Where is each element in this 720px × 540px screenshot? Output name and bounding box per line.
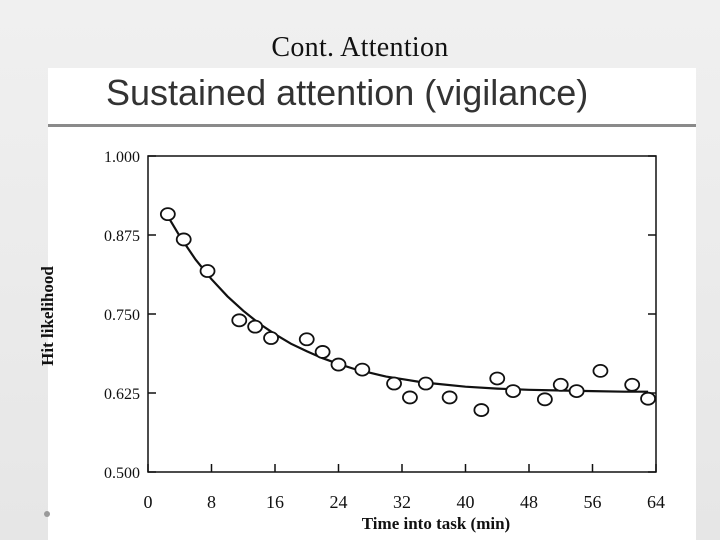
data-point bbox=[417, 376, 434, 391]
data-point bbox=[298, 332, 315, 347]
data-point bbox=[330, 357, 347, 372]
figure-panel: Sustained attention (vigilance) bbox=[48, 68, 696, 540]
data-points bbox=[159, 207, 656, 417]
x-tick-label: 24 bbox=[330, 492, 348, 512]
data-point bbox=[489, 371, 506, 386]
data-point bbox=[640, 391, 656, 406]
y-tick-label: 0.625 bbox=[104, 386, 140, 403]
slide-title: Cont. Attention bbox=[271, 32, 449, 63]
y-axis: 1.000 0.875 0.750 0.625 0.500 bbox=[104, 149, 656, 482]
x-axis-title: Time into task (min) bbox=[361, 514, 511, 533]
y-tick-label: 0.500 bbox=[104, 465, 140, 482]
x-tick-label: 16 bbox=[266, 492, 284, 512]
data-point bbox=[536, 392, 553, 407]
x-tick-label: 8 bbox=[207, 492, 216, 512]
x-tick-label: 32 bbox=[393, 492, 411, 512]
slide-bullet-dot bbox=[44, 511, 50, 517]
data-point bbox=[568, 384, 585, 399]
data-point bbox=[175, 232, 192, 247]
x-tick-label: 40 bbox=[457, 492, 475, 512]
x-tick-label: 64 bbox=[647, 492, 665, 512]
y-tick-label: 0.875 bbox=[104, 228, 140, 245]
y-tick-label: 1.000 bbox=[104, 149, 140, 166]
plot-frame bbox=[147, 155, 657, 473]
x-tick-label: 56 bbox=[584, 492, 602, 512]
x-tick-label: 0 bbox=[144, 492, 153, 512]
data-point bbox=[552, 377, 569, 392]
data-point bbox=[473, 403, 490, 417]
data-point bbox=[441, 390, 458, 405]
x-tick-label: 48 bbox=[520, 492, 538, 512]
data-point bbox=[386, 376, 402, 391]
y-axis-title: Hit likelihood bbox=[38, 266, 57, 366]
data-point bbox=[354, 362, 371, 377]
data-point bbox=[199, 264, 216, 278]
data-point bbox=[624, 377, 641, 392]
data-point bbox=[314, 345, 331, 359]
data-point bbox=[263, 331, 279, 345]
y-tick-label: 0.750 bbox=[104, 307, 140, 324]
data-point bbox=[592, 363, 609, 378]
data-point bbox=[159, 207, 176, 222]
data-point bbox=[402, 390, 418, 405]
fitted-curve bbox=[162, 209, 649, 393]
figure-rule bbox=[48, 124, 696, 127]
data-point bbox=[231, 313, 248, 328]
data-point bbox=[247, 319, 264, 334]
data-point bbox=[505, 384, 522, 399]
figure-heading: Sustained attention (vigilance) bbox=[106, 72, 589, 113]
x-axis: 0 8 16 24 32 40 48 56 64 bbox=[144, 464, 665, 512]
